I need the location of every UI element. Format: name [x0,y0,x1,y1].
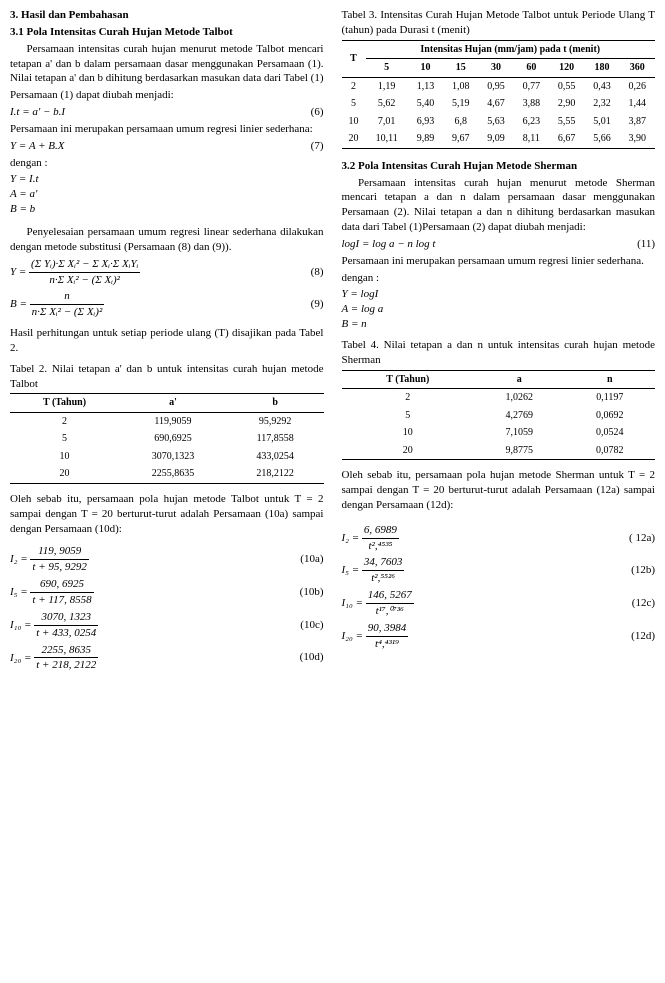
table-2-header: a' [119,394,227,413]
table-2-caption: Tabel 2. Nilai tetapan a' dan b untuk in… [10,362,324,392]
equation-7: Y = A + B.X (7) [10,139,324,154]
equation-6: I.t = a' − b.I (6) [10,105,324,120]
eq-8-body: Y = (Σ Yᵢ)·Σ Xᵢ² − Σ Xᵢ·Σ XᵢYᵢ n·Σ Xᵢ² −… [10,257,140,288]
eq-9-num: (9) [311,297,324,312]
para-r2: Persamaan ini merupakan persamaan umum r… [342,254,656,269]
table-row: 5690,6925117,8558 [10,430,324,448]
section-32-heading: 3.2 Pola Intensitas Curah Hujan Metode S… [342,159,656,174]
section-3-heading: 3. Hasil dan Pembahasan [10,8,324,23]
where-a: A = a' [10,187,324,202]
eq-11-body: logI = log a − n log t [342,237,436,252]
table-3-caption: Tabel 3. Intensitas Curah Hujan Metode T… [342,8,656,38]
dengan-label: dengan : [10,156,324,171]
section-31-heading: 3.1 Pola Intensitas Curah Hujan Metode T… [10,25,324,40]
equation-12b: I₅ = 34, 7603t²,⁵⁵²⁶ (12b) [342,555,656,586]
dengan-label-r: dengan : [342,271,656,286]
equation-10c: I₁₀ = 3070, 1323t + 433, 0254 (10c) [10,610,324,641]
table-2: T (Tahun) a' b 2119,905995,9292 5690,692… [10,393,324,484]
table-row: 209,87750,0782 [342,442,656,460]
para-r1: Persamaan intensitas curah hujan menurut… [342,176,656,235]
para-r3: Oleh sebab itu, persamaan pola hujan met… [342,468,656,513]
table-row: 21,191,131,080,950,770,550,430,26 [342,77,656,95]
right-column: Tabel 3. Intensitas Curah Hujan Metode T… [342,8,656,675]
para-3: Persamaan ini merupakan persamaan umum r… [10,122,324,137]
equation-11: logI = log a − n log t (11) [342,237,656,252]
para-5: Hasil perhitungan untuk setiap periode u… [10,326,324,356]
equation-10d: I₂₀ = 2255, 8635t + 218, 2122 (10d) [10,643,324,674]
table-3-header-t: T [342,40,366,77]
eq-9-body: B = n n·Σ Xᵢ² − (Σ Xᵢ)² [10,289,104,320]
para-1: Persamaan intensitas curah hujan menurut… [10,42,324,87]
table-row: 21,02620,1197 [342,389,656,407]
table-row: 55,625,405,194,673,882,902,321,44 [342,95,656,113]
table-row: 2119,905995,9292 [10,412,324,430]
table-2-header: T (Tahun) [10,394,119,413]
equation-12c: I₁₀ = 146, 5267t¹⁷,⁰⁷³⁶ (12c) [342,588,656,619]
equation-12d: I₂₀ = 90, 3984t⁴,⁴³¹⁹ (12d) [342,621,656,652]
where-y: Y = I.t [10,172,324,187]
eq-8-num: (8) [311,265,324,280]
table-row: 54,27690,0692 [342,407,656,425]
table-row: 2010,119,899,679,098,116,675,663,90 [342,130,656,148]
equation-10b: I₅ = 690, 6925t + 117, 8558 (10b) [10,577,324,608]
where-a-r: A = log a [342,302,656,317]
eq-6-body: I.t = a' − b.I [10,105,65,120]
eq-7-body: Y = A + B.X [10,139,64,154]
where-y-r: Y = logI [342,287,656,302]
equation-10a: I₂ = 119, 9059t + 95, 9292 (10a) [10,544,324,575]
table-4-caption: Tabel 4. Nilai tetapan a dan n untuk int… [342,338,656,368]
eq-7-num: (7) [311,139,324,154]
where-block-1: Y = I.t A = a' B = b [10,172,324,217]
table-3: T Intensitas Hujan (mm/jam) pada t (meni… [342,40,656,149]
equation-8: Y = (Σ Yᵢ)·Σ Xᵢ² − Σ Xᵢ·Σ XᵢYᵢ n·Σ Xᵢ² −… [10,257,324,288]
para-4: Penyelesaian persamaan umum regresi line… [10,225,324,255]
eq-11-num: (11) [637,237,655,252]
table-4: T (Tahun) a n 21,02620,1197 54,27690,069… [342,370,656,461]
where-block-2: Y = logI A = log a B = n [342,287,656,332]
left-column: 3. Hasil dan Pembahasan 3.1 Pola Intensi… [10,8,324,675]
table-row: 107,016,936,85,636,235,555,013,87 [342,113,656,131]
table-row: 107,10590,0524 [342,424,656,442]
para-6: Oleh sebab itu, persamaan pola hujan met… [10,492,324,537]
table-row: 202255,8635218,2122 [10,465,324,483]
equation-9: B = n n·Σ Xᵢ² − (Σ Xᵢ)² (9) [10,289,324,320]
table-3-header-span: Intensitas Hujan (mm/jam) pada t (menit) [366,40,655,59]
equation-12a: I₂ = 6, 6989t²,⁴⁵³⁵ ( 12a) [342,523,656,554]
where-b-r: B = n [342,317,656,332]
eq-6-num: (6) [311,105,324,120]
where-b: B = b [10,202,324,217]
table-row: 103070,1323433,0254 [10,448,324,466]
para-2: Persamaan (1) dapat diubah menjadi: [10,88,324,103]
table-2-header: b [227,394,324,413]
